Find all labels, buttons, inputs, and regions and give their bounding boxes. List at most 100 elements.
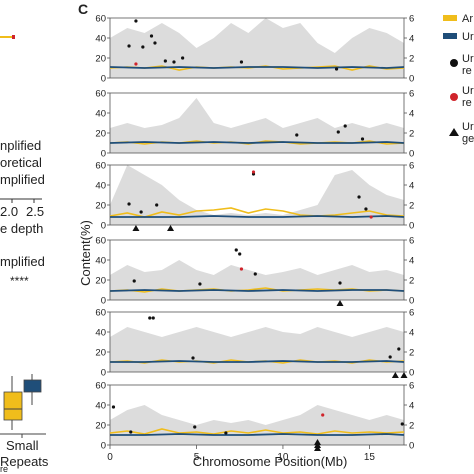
- y-left-tick-label: 20: [95, 348, 106, 359]
- series-line-navy: [110, 433, 405, 436]
- red-dot: [321, 413, 325, 417]
- y-left-tick-label: 0: [101, 368, 106, 379]
- legend-triangle: [449, 128, 459, 136]
- legend-label-3: Ur: [462, 53, 474, 65]
- triangle-marker: [314, 439, 322, 445]
- shaded-area: [110, 18, 404, 78]
- box-navy: [23, 379, 42, 393]
- box-gold: [3, 391, 23, 421]
- black-dot: [127, 202, 131, 206]
- y-left-tick-label: 60: [95, 381, 106, 392]
- y-left-tick-label: 0: [101, 149, 106, 160]
- y-left-tick-label: 60: [95, 236, 106, 247]
- x-tick-label: 10: [277, 452, 289, 463]
- left-legend-line-3: mplified: [0, 172, 45, 187]
- y-right-tick-label: 4: [409, 109, 414, 120]
- black-dot: [134, 19, 138, 23]
- black-dot: [151, 316, 155, 320]
- black-dot: [127, 44, 131, 48]
- y-left-tick-label: 40: [95, 34, 106, 45]
- black-dot: [129, 430, 133, 434]
- panel-frame: [109, 164, 405, 226]
- legend-sublabel-5: ge: [462, 133, 474, 145]
- x-tick-label: 5: [194, 452, 200, 463]
- left-depth-tick-1: 2.0: [0, 204, 18, 219]
- y-axis-title: Content(%): [78, 220, 93, 286]
- left-legend-marker: [12, 35, 15, 39]
- series-line-navy: [109, 66, 405, 69]
- triangle-marker: [167, 225, 175, 231]
- black-dot: [388, 355, 392, 359]
- y-right-tick-label: 0: [409, 368, 414, 379]
- black-dot: [139, 210, 143, 214]
- x-axis-title: Chromosome Position(Mb): [193, 454, 348, 469]
- red-dot: [134, 62, 138, 66]
- black-dot: [141, 45, 145, 49]
- chromosome-panel-1: 0 20 40 60 0 2 4 6: [95, 14, 414, 85]
- legend-label-5: Ur: [462, 121, 474, 133]
- y-left-tick-label: 60: [95, 161, 106, 172]
- black-dot: [111, 405, 116, 409]
- box-axis-label-2: Repeats: [0, 454, 49, 469]
- left-group-label: mplified: [0, 254, 45, 269]
- y-right-tick-label: 0: [409, 221, 414, 232]
- panel-frame: [109, 17, 405, 79]
- chromosome-panel-4: 0 20 40 60 0 2 4 6: [95, 236, 414, 307]
- series-line-navy: [109, 289, 405, 292]
- y-left-tick-label: 0: [101, 221, 106, 232]
- y-right-tick-label: 6: [409, 236, 414, 247]
- y-right-tick-label: 6: [409, 381, 414, 392]
- legend-swatch-navy: [443, 33, 457, 39]
- black-dot: [336, 130, 340, 134]
- black-dot: [397, 347, 401, 351]
- y-right-tick-label: 0: [409, 296, 414, 307]
- left-significance: ****: [10, 274, 29, 288]
- legend-swatch-gold: [443, 15, 457, 21]
- x-tick-label: 0: [107, 452, 113, 463]
- y-right-tick-label: 6: [409, 308, 414, 319]
- y-left-tick-label: 40: [95, 109, 106, 120]
- left-bottom-fragment: re: [0, 464, 8, 474]
- black-dot: [153, 41, 157, 45]
- panel-frame: [109, 92, 405, 154]
- y-left-tick-label: 40: [95, 401, 106, 412]
- black-dot: [253, 272, 257, 276]
- y-right-tick-label: 0: [409, 441, 414, 452]
- black-dot: [234, 248, 238, 252]
- legend-dot-red: [450, 93, 458, 101]
- black-dot: [364, 207, 368, 211]
- panel-frame: [109, 384, 405, 446]
- black-dot: [172, 60, 176, 64]
- triangle-marker: [132, 225, 140, 231]
- black-dot: [334, 67, 339, 71]
- y-right-tick-label: 2: [409, 129, 414, 140]
- y-left-tick-label: 0: [101, 441, 106, 452]
- y-left-tick-label: 20: [95, 129, 106, 140]
- black-dot: [193, 425, 197, 429]
- shaded-area: [110, 260, 404, 300]
- black-dot: [198, 282, 202, 286]
- legend-sublabel-4: re: [462, 97, 472, 109]
- y-right-tick-label: 4: [409, 328, 414, 339]
- black-dot: [191, 356, 195, 360]
- y-right-tick-label: 4: [409, 401, 414, 412]
- y-left-tick-label: 60: [95, 14, 106, 25]
- black-dot: [343, 124, 347, 128]
- black-dot: [224, 431, 228, 435]
- panel-frame: [109, 311, 405, 373]
- red-dot: [251, 170, 256, 174]
- shaded-area: [110, 98, 404, 153]
- chromosome-panel-5: 0 20 40 60 0 2 4 6: [95, 308, 414, 379]
- y-left-tick-label: 20: [95, 421, 106, 432]
- y-left-tick-label: 60: [95, 308, 106, 319]
- y-left-tick-label: 40: [95, 328, 106, 339]
- y-right-tick-label: 4: [409, 181, 414, 192]
- y-right-tick-label: 0: [409, 74, 414, 85]
- black-dot: [148, 316, 152, 320]
- black-dot: [238, 252, 242, 256]
- x-tick-label: 15: [364, 452, 376, 463]
- y-right-tick-label: 6: [409, 14, 414, 25]
- y-right-tick-label: 2: [409, 201, 414, 212]
